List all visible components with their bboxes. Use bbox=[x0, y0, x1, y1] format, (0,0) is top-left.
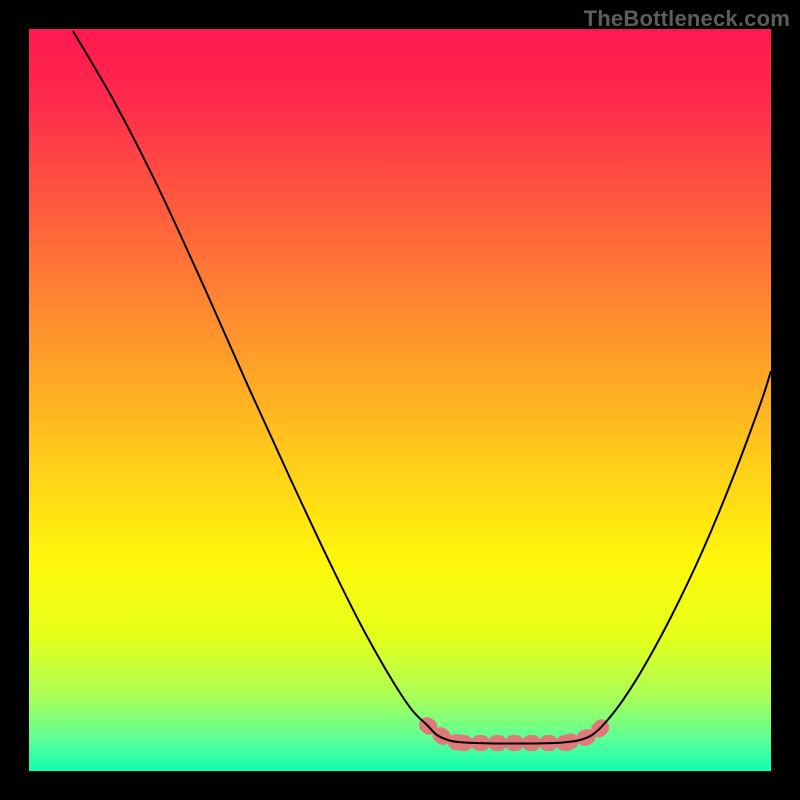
outer-frame: TheBottleneck.com bbox=[0, 0, 800, 800]
bottleneck-chart bbox=[29, 29, 771, 771]
watermark-text: TheBottleneck.com bbox=[584, 6, 790, 32]
gradient-background bbox=[29, 29, 771, 771]
